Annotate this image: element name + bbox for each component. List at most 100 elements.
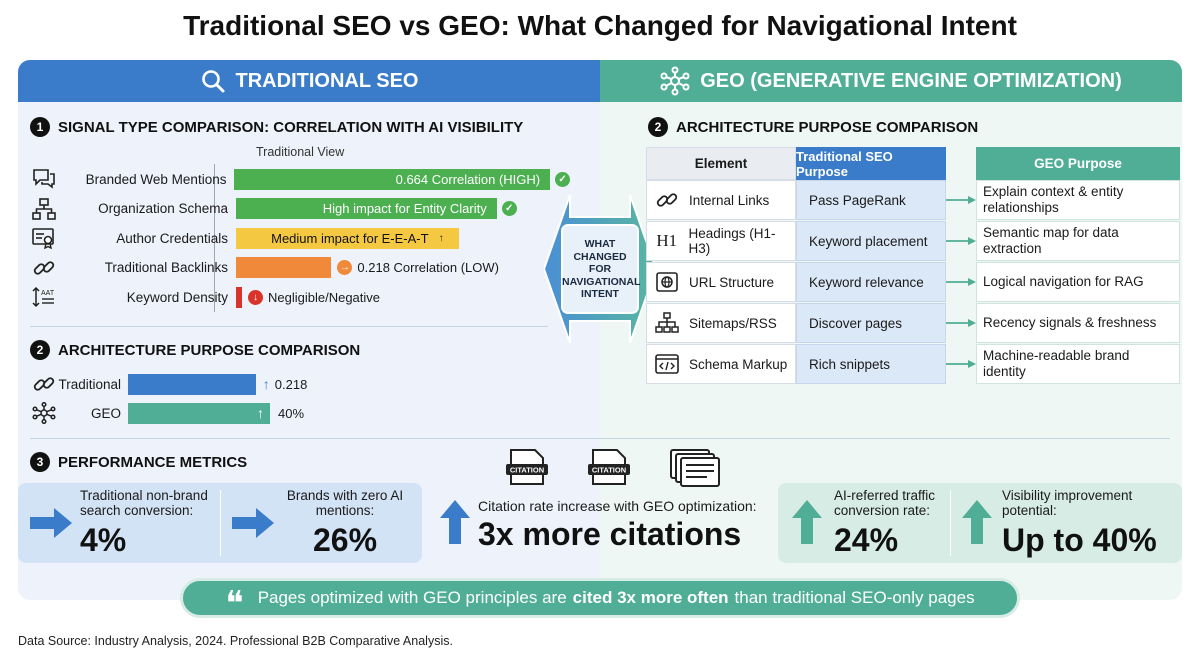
arch-compare-label: Traditional bbox=[58, 376, 121, 392]
element-name: URL Structure bbox=[689, 274, 775, 290]
heading-h1-icon: H1 bbox=[656, 231, 678, 250]
metric-value: Up to 40% bbox=[1002, 522, 1157, 558]
badge-line: CHANGED bbox=[573, 250, 627, 263]
center-badge-text: WHAT CHANGED FOR NAVIGATIONAL INTENT bbox=[562, 238, 640, 301]
metric-label: AI-referred traffic conversion rate: bbox=[834, 488, 936, 518]
divider bbox=[30, 326, 548, 327]
metric-label: Brands with zero AI mentions: bbox=[286, 488, 404, 518]
link-icon bbox=[30, 373, 58, 395]
citation-document-icon: CITATION bbox=[588, 449, 630, 485]
signal-bar: Medium impact for E-E-A-T ↑ bbox=[236, 227, 459, 249]
element-cell: H1 Headings (H1-H3) bbox=[646, 221, 796, 261]
metric-value: 24% bbox=[834, 522, 899, 558]
link-icon bbox=[655, 189, 679, 211]
seo-purpose-cell: Rich snippets bbox=[796, 344, 946, 384]
quote-text-pre: Pages optimized with GEO principles are bbox=[257, 588, 567, 607]
signal-value-text: Negligible/Negative bbox=[268, 289, 381, 305]
arch-compare-row: GEO ↑ 40% bbox=[30, 401, 570, 425]
badge-line: WHAT bbox=[584, 238, 616, 250]
code-icon bbox=[655, 353, 679, 375]
arch-compare-label: GEO bbox=[90, 405, 121, 421]
signal-subtitle: Traditional View bbox=[256, 145, 345, 159]
seo-purpose-cell: Discover pages bbox=[796, 303, 946, 343]
arrow-right-icon bbox=[946, 303, 976, 343]
arrow-right-icon bbox=[232, 508, 274, 538]
metric-value: 3x more citations bbox=[478, 516, 742, 552]
org-chart-icon bbox=[30, 197, 58, 220]
traditional-seo-header: TRADITIONAL SEO bbox=[18, 60, 600, 102]
arrow-down-icon: ↓ bbox=[248, 289, 263, 305]
badge-line: INTENT bbox=[581, 288, 619, 300]
signal-row: Traditional Backlinks → 0.218 Correlation … bbox=[30, 256, 570, 280]
element-cell: URL Structure bbox=[646, 262, 796, 302]
signal-row: Branded Web Mentions 0.664 Correlation (H… bbox=[30, 167, 570, 191]
element-cell: Sitemaps/RSS bbox=[646, 303, 796, 343]
divider bbox=[30, 438, 1170, 439]
element-name: Headings (H1-H3) bbox=[688, 226, 776, 256]
divider bbox=[220, 490, 221, 556]
signal-bar bbox=[236, 286, 242, 308]
chat-bubbles-icon bbox=[30, 168, 58, 190]
credential-icon bbox=[30, 227, 58, 249]
arch-left-section-title: 2 ARCHITECTURE PURPOSE COMPARISON bbox=[30, 340, 360, 360]
element-name: Schema Markup bbox=[689, 356, 788, 372]
geo-purpose-cell: Explain context & entity relationships bbox=[976, 180, 1180, 220]
metric-label: Visibility improvement potential: bbox=[1002, 488, 1133, 518]
section-number: 3 bbox=[30, 452, 50, 472]
arrow-right-icon bbox=[30, 508, 72, 538]
geo-purpose-cell: Semantic map for data extraction bbox=[976, 221, 1180, 261]
signal-row: AAT Keyword Density ↓ Negligible/Negative bbox=[30, 285, 570, 309]
performance-title: PERFORMANCE METRICS bbox=[58, 453, 248, 471]
quote-mark-icon: ❝ bbox=[225, 584, 244, 624]
arch-compare-bar bbox=[128, 373, 256, 395]
globe-icon bbox=[655, 271, 679, 293]
arrow-up-icon: ↑ bbox=[433, 230, 449, 246]
page-title: Traditional SEO vs GEO: What Changed for… bbox=[183, 10, 1017, 41]
citation-tag: CITATION bbox=[592, 466, 626, 475]
data-source-note: Data Source: Industry Analysis, 2024. Pr… bbox=[18, 634, 453, 648]
arch-compare-row: Traditional ↑ 0.218 bbox=[30, 372, 570, 396]
signal-value-text: 0.664 Correlation (HIGH) bbox=[395, 171, 541, 187]
signal-row: Author Credentials Medium impact for E-E-… bbox=[30, 226, 570, 250]
citation-icons: CITATION CITATION bbox=[505, 448, 721, 488]
sitemap-icon bbox=[655, 312, 679, 334]
seo-purpose-cell: Pass PageRank bbox=[796, 180, 946, 220]
signal-bar: 0.664 Correlation (HIGH) bbox=[234, 168, 551, 190]
arrow-up-icon bbox=[440, 500, 470, 544]
table-row: H1 Headings (H1-H3) Keyword placement Seman… bbox=[646, 221, 1180, 261]
magnifier-icon bbox=[201, 70, 225, 93]
signal-bar bbox=[236, 257, 332, 278]
signal-row: Organization Schema High impact for Entit… bbox=[30, 197, 570, 221]
table-header-element: Element bbox=[646, 147, 796, 180]
element-name: Sitemaps/RSS bbox=[689, 315, 777, 331]
signal-label: Organization Schema bbox=[98, 201, 228, 216]
link-icon bbox=[30, 257, 58, 279]
section-number: 1 bbox=[30, 117, 50, 137]
seo-purpose-cell: Keyword placement bbox=[796, 221, 946, 261]
section-number: 2 bbox=[30, 340, 50, 360]
traditional-seo-title: TRADITIONAL SEO bbox=[235, 69, 419, 92]
quote-text-post: than traditional SEO-only pages bbox=[734, 588, 975, 607]
signal-section-title: 1 SIGNAL TYPE COMPARISON: CORRELATION WI… bbox=[30, 117, 523, 137]
element-cell: Internal Links bbox=[646, 180, 796, 220]
signal-title: SIGNAL TYPE COMPARISON: CORRELATION WITH… bbox=[58, 118, 524, 136]
check-icon: ✓ bbox=[501, 201, 517, 216]
arrow-up-icon: ↑ bbox=[257, 405, 264, 421]
divider bbox=[950, 490, 951, 556]
citation-tag: CITATION bbox=[510, 466, 544, 475]
metric-label: Traditional non-brand search conversion: bbox=[80, 488, 208, 518]
arrow-up-icon bbox=[962, 500, 992, 544]
check-icon: ✓ bbox=[555, 171, 570, 187]
arrow-right-icon: → bbox=[337, 260, 353, 275]
svg-text:AAT: AAT bbox=[41, 290, 55, 297]
document-stack-icon bbox=[670, 449, 720, 487]
section-number: 2 bbox=[648, 117, 668, 137]
seo-purpose-cell: Keyword relevance bbox=[796, 262, 946, 302]
signal-label: Author Credentials bbox=[116, 230, 228, 246]
arch-right-title: ARCHITECTURE PURPOSE COMPARISON bbox=[676, 118, 979, 136]
arrow-right-icon bbox=[946, 344, 976, 384]
element-cell: Schema Markup bbox=[646, 344, 796, 384]
signal-label: Traditional Backlinks bbox=[104, 260, 228, 275]
signal-value-text: Medium impact for E-E-A-T bbox=[271, 230, 429, 246]
arrow-up-icon bbox=[792, 500, 822, 544]
